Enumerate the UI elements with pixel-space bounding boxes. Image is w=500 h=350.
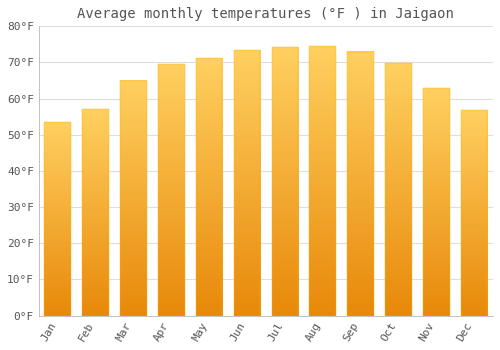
Bar [385,63,411,316]
Bar [310,46,336,316]
Bar [348,51,374,316]
Bar [158,64,184,316]
Bar [44,122,71,316]
Bar [120,80,146,316]
Bar [461,110,487,316]
Bar [196,58,222,316]
Bar [423,88,450,316]
Bar [272,47,298,316]
Bar [82,109,109,316]
Title: Average monthly temperatures (°F ) in Jaigaon: Average monthly temperatures (°F ) in Ja… [78,7,454,21]
Bar [234,50,260,316]
